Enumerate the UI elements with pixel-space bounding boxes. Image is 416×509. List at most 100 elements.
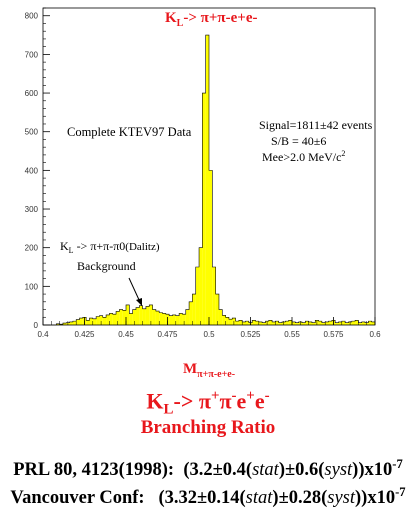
histogram-bar xyxy=(139,305,143,325)
histogram-bar xyxy=(255,321,259,325)
histogram-bar xyxy=(308,321,312,325)
histogram-bar xyxy=(245,321,249,325)
annotation-background-decay: KL -> π+π-π0(Dalitz) xyxy=(60,239,160,255)
histogram-bar xyxy=(69,321,73,325)
histogram-bar xyxy=(292,321,296,325)
histogram-bar xyxy=(288,320,292,325)
histogram-bar xyxy=(222,315,226,325)
x-tick-label: 0.575 xyxy=(323,330,344,339)
histogram-outline xyxy=(43,34,376,326)
histogram-bar xyxy=(145,306,150,325)
y-tick-label: 0 xyxy=(34,321,39,330)
histogram-bar xyxy=(86,320,90,325)
histogram-bar xyxy=(122,310,126,325)
histogram-bar xyxy=(355,320,359,325)
histogram-bar xyxy=(272,321,276,325)
histogram-bar xyxy=(235,321,239,325)
y-tick-label: 100 xyxy=(25,282,39,291)
histogram-bar xyxy=(129,313,133,325)
histogram-bar xyxy=(89,318,93,325)
histogram-bar xyxy=(341,321,346,325)
histogram-bar xyxy=(209,170,213,325)
histogram-bar xyxy=(202,93,206,325)
histogram-bar xyxy=(275,321,279,325)
y-tick-label: 300 xyxy=(25,205,39,214)
histogram-bar xyxy=(335,322,339,325)
histogram-bar xyxy=(76,319,80,325)
result-prl: PRL 80, 4123(1998): (3.2±0.4(stat)±0.6(s… xyxy=(13,457,403,481)
histogram-bar xyxy=(212,267,216,325)
histogram-bar xyxy=(218,309,223,325)
annotation-signal: Signal=1811±42 events xyxy=(259,118,373,132)
x-tick-label: 0.5 xyxy=(203,330,215,339)
histogram-bar xyxy=(179,313,183,325)
histogram-bar xyxy=(185,309,190,325)
histogram-bar xyxy=(155,311,160,325)
annotation-mee: Mee>2.0 MeV/c2 xyxy=(262,149,345,164)
histogram-bar xyxy=(92,318,97,325)
x-tick-label: 0.55 xyxy=(284,330,300,339)
y-tick-label: 200 xyxy=(25,244,39,253)
axes: 0 100 200 300 400 500 600 700 800 0.4 0.425 0.45 0.4… xyxy=(25,7,381,339)
histogram-bar xyxy=(325,321,329,325)
histogram-bar xyxy=(149,304,153,325)
histogram-bar xyxy=(205,35,209,325)
histogram-bar xyxy=(192,294,196,325)
histogram-bar xyxy=(242,321,246,325)
y-tick-label: 400 xyxy=(25,166,39,175)
histogram-bar xyxy=(278,322,283,325)
histogram-bar xyxy=(116,311,120,325)
histogram-bar xyxy=(159,312,163,325)
histogram-bar xyxy=(368,321,372,325)
histogram-bar xyxy=(321,322,326,325)
y-tick-label: 600 xyxy=(25,89,39,98)
heading-branching-ratio: Branching Ratio xyxy=(140,417,276,438)
histogram-bar xyxy=(106,314,110,325)
x-axis-label: Mπ+π-e+e- xyxy=(183,361,235,380)
x-tick-label: 0.525 xyxy=(240,330,261,339)
histogram-bar xyxy=(112,314,117,325)
y-tick-label: 500 xyxy=(25,128,39,137)
histogram-bar xyxy=(162,313,166,325)
histogram-bar xyxy=(79,318,83,325)
histogram-bar xyxy=(96,316,100,325)
histogram-bar xyxy=(225,317,229,325)
histogram-bar xyxy=(328,321,332,325)
histogram-bar xyxy=(345,322,349,325)
histogram-bar xyxy=(338,321,342,325)
histogram-bar xyxy=(268,320,273,325)
histogram-bar xyxy=(295,322,299,325)
histogram-bar xyxy=(189,301,193,325)
histogram-bar xyxy=(301,322,306,325)
heading-decay: KL-> π+π-e+e- xyxy=(146,388,270,418)
histogram-bar xyxy=(142,308,146,325)
y-tick-label: 700 xyxy=(25,50,39,59)
histogram-bar xyxy=(169,315,173,325)
histogram-bar xyxy=(119,309,123,325)
histogram-bar xyxy=(56,323,60,325)
histogram-bar xyxy=(285,321,289,325)
histogram-bar xyxy=(318,321,322,325)
annotation-sb: S/B = 40±6 xyxy=(271,134,326,148)
histogram-bar xyxy=(182,314,186,325)
x-tick-label: 0.475 xyxy=(157,330,178,339)
x-tick-label: 0.425 xyxy=(74,330,95,339)
histogram-bar xyxy=(252,320,256,325)
annotation-complete-data: Complete KTEV97 Data xyxy=(67,125,192,139)
x-tick-label: 0.45 xyxy=(118,330,134,339)
histogram-bar xyxy=(361,321,366,325)
y-tick-label: 800 xyxy=(25,12,39,21)
histogram-bar xyxy=(195,267,200,325)
histogram-bar xyxy=(351,321,356,325)
histogram-bar xyxy=(238,320,243,325)
histogram-bar xyxy=(62,323,67,325)
histogram-bar xyxy=(305,321,309,325)
histogram-bar xyxy=(135,307,140,325)
background-arrow xyxy=(128,277,142,306)
plot-title: KL-> π+π-e+e- xyxy=(165,10,257,29)
histogram-bar xyxy=(215,294,219,325)
histogram-bar xyxy=(99,315,103,325)
plot-area xyxy=(43,34,376,326)
histogram-bar xyxy=(228,319,233,325)
x-tick-label: 0.4 xyxy=(37,330,49,339)
